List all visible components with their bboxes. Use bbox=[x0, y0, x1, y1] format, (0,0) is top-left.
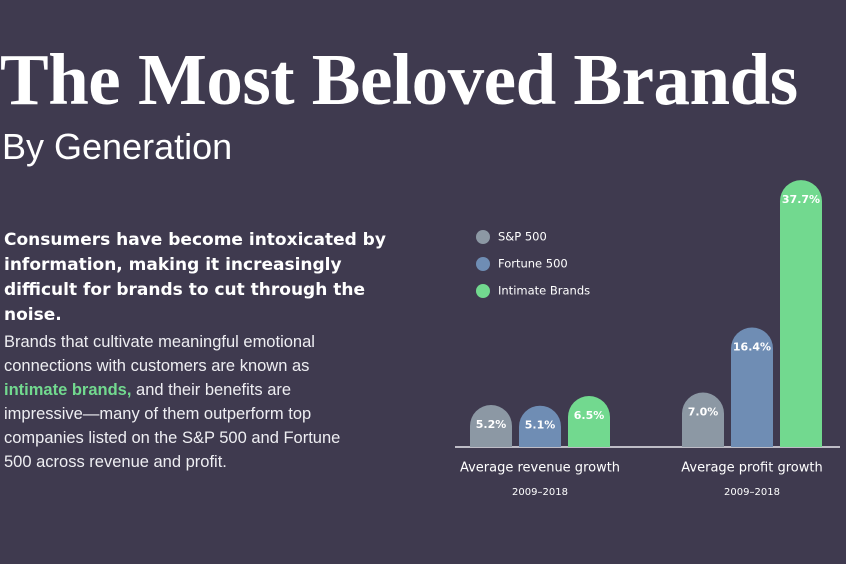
bar bbox=[682, 392, 724, 447]
value-label: 16.4% bbox=[733, 341, 771, 354]
paragraph-text: and their benefits are impressive—many o… bbox=[4, 381, 341, 471]
intro: Consumers have become intoxicated by inf… bbox=[4, 230, 386, 325]
bar bbox=[470, 405, 512, 447]
legend-label: Fortune 500 bbox=[498, 257, 568, 271]
paragraph-text: Brands that cultivate meaningful emotion… bbox=[4, 333, 315, 375]
bar bbox=[568, 396, 610, 447]
legend-label: S&P 500 bbox=[498, 230, 547, 244]
bar bbox=[731, 327, 773, 447]
value-label: 37.7% bbox=[782, 193, 820, 206]
x-tick-label: Average revenue growth bbox=[460, 461, 620, 476]
value-label: 5.1% bbox=[525, 419, 556, 432]
highlight: intimate brands, bbox=[4, 381, 132, 399]
title: The Most Beloved Brands bbox=[0, 39, 798, 120]
value-label: 5.2% bbox=[476, 418, 507, 431]
legend-swatch bbox=[476, 257, 490, 271]
legend-swatch bbox=[476, 230, 490, 244]
bar bbox=[780, 180, 822, 447]
value-label: 7.0% bbox=[688, 406, 719, 419]
category-note: 2009–2018 bbox=[724, 487, 780, 498]
value-label: 6.5% bbox=[574, 409, 605, 422]
x-tick-label: Average profit growth bbox=[681, 461, 822, 476]
legend-label: Intimate Brands bbox=[498, 284, 590, 298]
subtitle: By Generation bbox=[2, 126, 233, 167]
legend-swatch bbox=[476, 284, 490, 298]
category-note: 2009–2018 bbox=[512, 487, 568, 498]
bar bbox=[519, 405, 561, 447]
paragraph: Brands that cultivate meaningful emotion… bbox=[4, 330, 364, 474]
